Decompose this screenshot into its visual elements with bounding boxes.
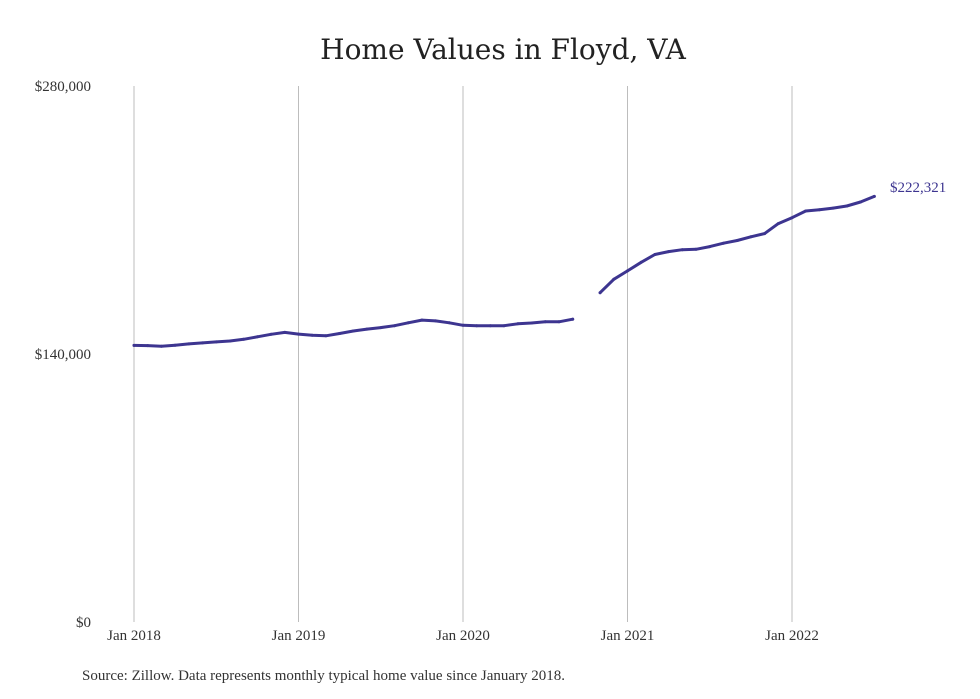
grid-lines [133, 86, 793, 622]
x-tick-label: Jan 2020 [436, 628, 490, 644]
data-point [242, 337, 246, 341]
data-point [146, 344, 150, 348]
data-point [379, 326, 383, 330]
y-axis-ticks: $0 $140,000 $280,000 [35, 79, 91, 631]
data-point [255, 335, 259, 339]
data-point [859, 200, 862, 204]
data-point [393, 324, 396, 328]
data-point [228, 339, 232, 343]
line-chart: Home Values in Floyd, VA $0 $140,000 $280,… [35, 33, 947, 644]
data-point [269, 332, 273, 336]
data-point [488, 324, 492, 328]
x-tick-label: Jan 2022 [765, 628, 819, 644]
data-point [173, 343, 177, 347]
data-point [749, 235, 753, 239]
data-point [420, 318, 424, 322]
data-point [653, 253, 657, 256]
data-point [516, 322, 520, 326]
data-point [214, 340, 218, 344]
data-point [680, 248, 684, 252]
data-point [338, 332, 342, 335]
x-tick-label: Jan 2018 [107, 628, 161, 644]
source-note: Source: Zillow. Data represents monthly … [82, 668, 566, 684]
y-tick-label: $140,000 [35, 347, 91, 363]
series-lines [132, 194, 876, 348]
data-point [557, 320, 561, 324]
x-tick-label: Jan 2019 [272, 628, 326, 644]
data-point [817, 208, 821, 212]
data-point [475, 324, 479, 328]
data-point [283, 330, 287, 334]
data-point [297, 332, 300, 336]
data-point [735, 239, 739, 242]
data-point [831, 206, 835, 210]
series-line-segment [132, 317, 575, 348]
data-point [804, 209, 808, 213]
data-point [324, 334, 328, 338]
data-point [365, 327, 369, 331]
end-value-label: $222,321 [890, 180, 946, 196]
data-point [708, 245, 712, 249]
data-point [872, 194, 876, 198]
data-point [461, 323, 465, 327]
data-point [845, 204, 849, 208]
data-point [639, 260, 643, 264]
data-point [543, 320, 547, 324]
data-point [447, 321, 451, 325]
data-point [722, 241, 725, 245]
series-line-segment [598, 194, 876, 295]
data-point [763, 232, 767, 236]
data-point [694, 247, 698, 251]
data-point [310, 333, 314, 337]
data-point [351, 329, 355, 333]
data-point [502, 324, 506, 328]
y-tick-label: $0 [76, 615, 91, 631]
chart-title: Home Values in Floyd, VA [320, 33, 686, 66]
data-point [626, 269, 629, 273]
data-point [406, 321, 410, 325]
data-point [187, 342, 191, 346]
data-point [571, 317, 575, 321]
data-point [790, 216, 794, 220]
x-tick-label: Jan 2021 [601, 628, 655, 644]
data-point [132, 343, 136, 347]
y-tick-label: $280,000 [35, 79, 91, 95]
data-point [159, 344, 163, 348]
data-point [530, 321, 533, 325]
data-point [667, 250, 671, 254]
data-point [776, 222, 780, 226]
data-point [201, 341, 204, 345]
data-point [434, 319, 438, 323]
x-axis-ticks: Jan 2018 Jan 2019 Jan 2020 Jan 2021 Jan 2022 [107, 628, 819, 644]
data-point [612, 277, 616, 281]
data-point [598, 291, 602, 295]
